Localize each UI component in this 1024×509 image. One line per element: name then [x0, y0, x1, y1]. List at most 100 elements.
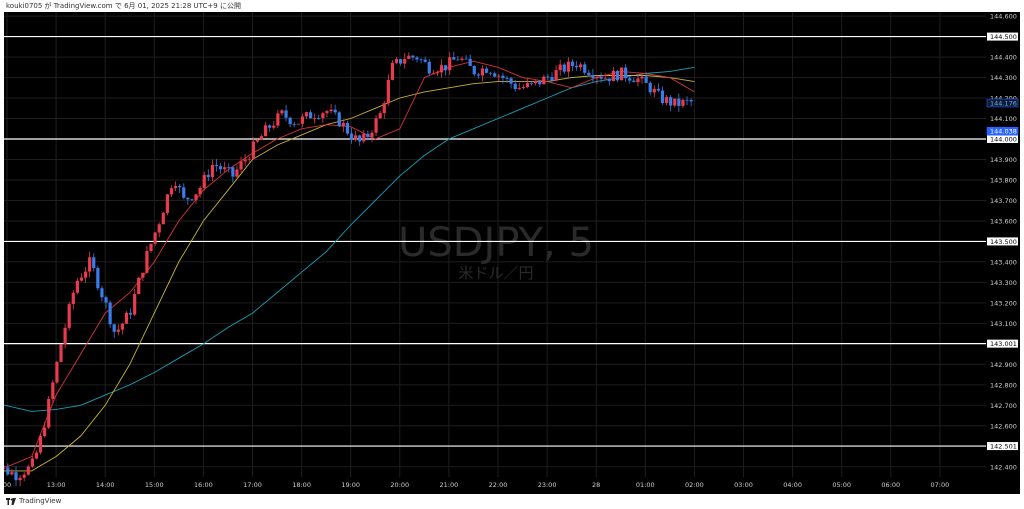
candle-body	[313, 118, 317, 119]
candle-body	[104, 297, 108, 303]
candle-body	[554, 70, 558, 81]
candle-body	[108, 302, 112, 325]
x-tick-label: 28	[592, 481, 600, 489]
x-tick-label: 14:00	[96, 481, 115, 489]
candle-body	[227, 167, 231, 169]
candle-body	[403, 58, 407, 64]
candle-body	[6, 467, 10, 475]
y-tick-label: 143.100	[990, 320, 1017, 328]
candle-body	[280, 110, 284, 114]
candle-body	[673, 98, 677, 106]
candle-body	[595, 76, 599, 79]
y-tick-label: 144.600	[990, 13, 1017, 21]
candle-body	[218, 166, 223, 170]
candle-body	[362, 133, 366, 142]
candle-body	[88, 257, 92, 272]
candle-body	[325, 111, 329, 114]
candle-body	[468, 58, 472, 66]
candle-body	[517, 88, 521, 90]
level-tag	[987, 135, 1018, 144]
candle-body	[329, 109, 333, 112]
candle-body	[472, 65, 476, 75]
y-tick-label: 143.600	[990, 217, 1017, 225]
candle-body	[521, 87, 525, 89]
y-tick-label: 142.800	[990, 381, 1017, 389]
candle-body	[75, 280, 79, 293]
x-tick-label: 20:00	[390, 481, 409, 489]
candle-body	[480, 68, 485, 76]
candle-body	[288, 117, 292, 125]
candle-body	[43, 427, 47, 437]
candle-body	[309, 112, 313, 119]
candle-body	[92, 257, 96, 268]
x-tick-label: 19:00	[341, 481, 360, 489]
candle-body	[493, 73, 497, 77]
candle-body	[202, 174, 206, 189]
y-tick-label: 142.400	[990, 463, 1017, 471]
candle-body	[333, 109, 337, 113]
candle-body	[386, 79, 390, 104]
last-price-tag	[986, 98, 1019, 108]
candle-body	[79, 277, 84, 281]
candle-body	[435, 72, 440, 74]
x-tick-label: 17:00	[243, 481, 262, 489]
candle-body	[599, 76, 603, 79]
candle-body	[210, 165, 215, 178]
candle-body	[525, 82, 530, 88]
level-tag-label: 143.001	[990, 340, 1017, 348]
candle-body	[317, 118, 321, 119]
ema-mid-line	[0, 75, 695, 472]
candle-body	[611, 70, 615, 82]
x-tick-label: 22:00	[489, 481, 508, 489]
candle-body	[534, 80, 538, 84]
candle-body	[660, 90, 665, 104]
candle-body	[681, 99, 685, 106]
candle-body	[652, 88, 656, 93]
candle-body	[542, 76, 546, 85]
x-tick-label: 18:00	[292, 481, 311, 489]
candle-body	[18, 477, 22, 481]
price-axis[interactable]: 144.600 144.400 144.300 144.200 144.100 143.9…	[986, 13, 1019, 472]
current-price-tag-label: 144.038	[990, 128, 1017, 136]
price-chart[interactable]: USDJPY, 5 米ドル／円 144.600144.400144.300144…	[0, 12, 1020, 494]
candle-body	[300, 116, 305, 124]
chart-area[interactable]: USDJPY, 5 米ドル／円 144.600 144.400 144.300 144…	[0, 12, 1020, 494]
candle-body	[231, 167, 235, 177]
candle-body	[419, 59, 423, 61]
candle-body	[628, 78, 632, 81]
candle-body	[382, 103, 386, 114]
x-tick-label: 07:00	[931, 481, 950, 489]
candle-body	[358, 135, 362, 142]
y-tick-label: 143.300	[990, 279, 1017, 287]
candle-body	[587, 72, 591, 76]
candle-body	[63, 327, 67, 345]
candle-body	[448, 57, 452, 71]
candle-body	[133, 294, 137, 315]
level-tag-label: 142.501	[990, 443, 1017, 451]
y-tick-label: 142.900	[990, 361, 1017, 369]
candle-body	[149, 243, 153, 252]
candle-body	[648, 82, 652, 93]
candle-body	[182, 187, 186, 198]
candle-body	[47, 398, 51, 428]
candle-body	[263, 125, 268, 137]
candle-body	[272, 125, 276, 128]
level-tag-label: 143.500	[990, 238, 1017, 246]
y-tick-label: 142.700	[990, 402, 1017, 410]
candle-body	[112, 324, 116, 332]
candle-body	[120, 323, 124, 330]
candle-body	[341, 122, 345, 127]
candle-body	[178, 186, 182, 188]
time-axis[interactable]: 00 13:00 14:00 15:00 16:00 17:00 18:00 19:00 20:…	[3, 481, 950, 489]
candle-body	[664, 97, 669, 104]
x-tick-label: 02:00	[685, 481, 704, 489]
candle-body	[615, 70, 620, 81]
candle-body	[67, 304, 71, 328]
candle-body	[141, 272, 145, 278]
candle-body	[505, 78, 509, 79]
y-tick-label: 143.400	[990, 258, 1017, 266]
candle-body	[579, 64, 583, 68]
candle-body	[194, 194, 198, 200]
x-tick-label: 01:00	[636, 481, 655, 489]
y-tick-label: 143.900	[990, 156, 1017, 164]
